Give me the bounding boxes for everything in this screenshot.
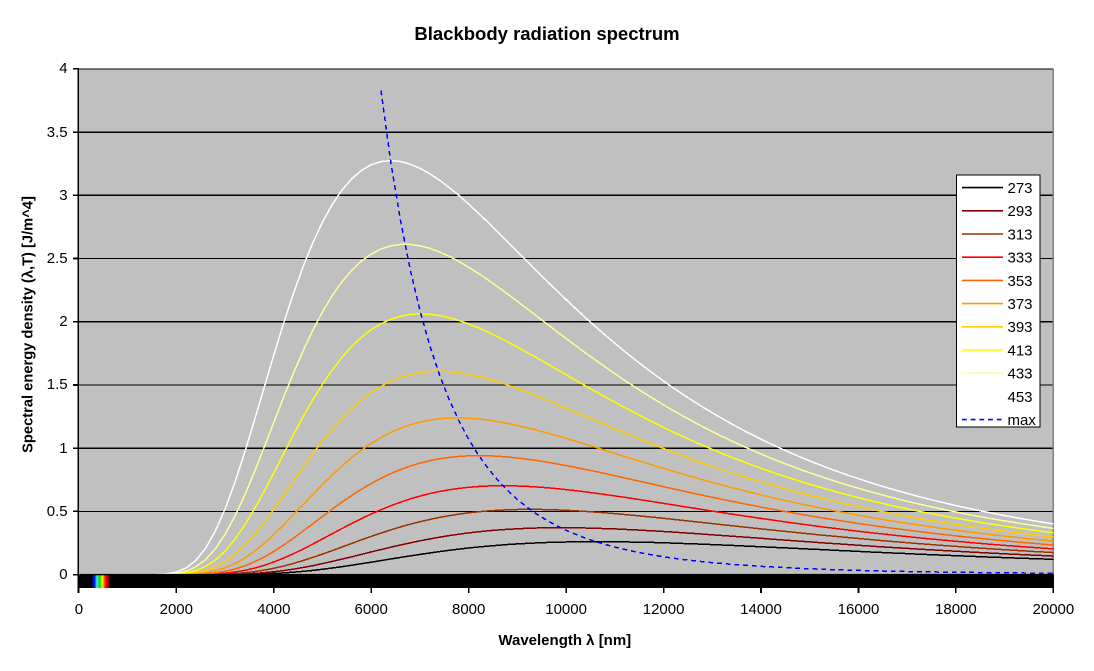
svg-text:273: 273 xyxy=(1008,180,1033,197)
svg-text:433: 433 xyxy=(1008,366,1033,383)
svg-text:393: 393 xyxy=(1008,319,1033,336)
svg-text:max: max xyxy=(1008,412,1037,429)
svg-text:333: 333 xyxy=(1008,250,1033,267)
svg-text:413: 413 xyxy=(1008,342,1033,359)
svg-text:353: 353 xyxy=(1008,273,1033,290)
svg-text:453: 453 xyxy=(1008,389,1033,406)
svg-text:313: 313 xyxy=(1008,226,1033,243)
svg-text:293: 293 xyxy=(1008,203,1033,220)
svg-text:373: 373 xyxy=(1008,296,1033,313)
